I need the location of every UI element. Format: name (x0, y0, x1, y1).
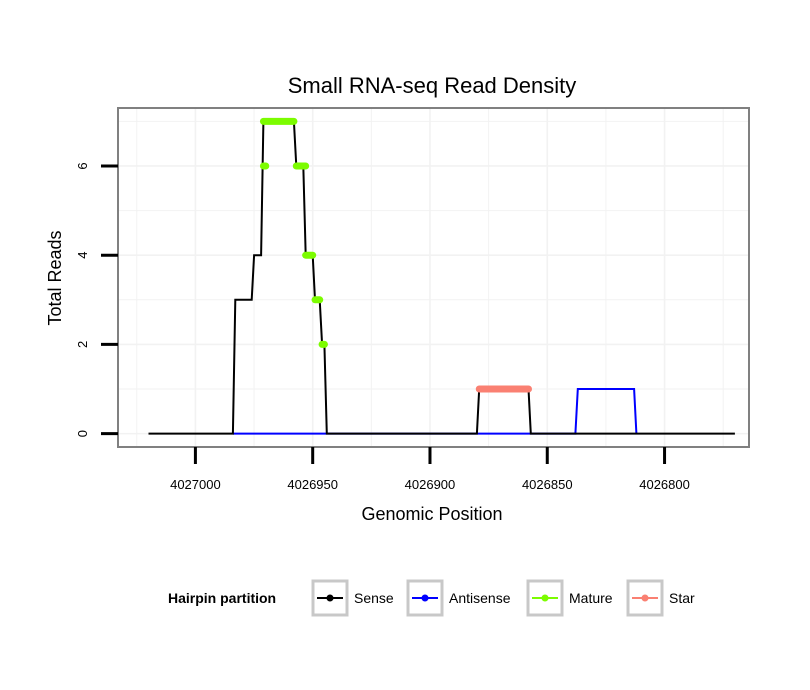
legend-key-point (541, 594, 549, 602)
legend-title: Hairpin partition (168, 590, 276, 606)
axes: 4027000 4026950 4026900 4026850 4026800 0 2 4 6 (75, 162, 690, 492)
legend-label: Star (669, 590, 695, 606)
chart-title: Small RNA-seq Read Density (288, 73, 577, 98)
legend-key-point (641, 594, 649, 602)
legend-item-star: Star (626, 579, 695, 617)
data-lines (148, 117, 735, 435)
legend-item-mature: Mature (526, 579, 613, 617)
legend-label: Sense (354, 590, 394, 606)
legend: Hairpin partition Sense Antisense Mature St… (168, 579, 695, 617)
x-axis-title: Genomic Position (361, 504, 502, 524)
y-axis-title: Total Reads (45, 230, 65, 325)
y-tick-label: 6 (75, 162, 90, 169)
x-tick-label: 4027000 (170, 477, 221, 492)
x-tick-label: 4026800 (639, 477, 690, 492)
plot-border (117, 107, 750, 448)
legend-item-sense: Sense (311, 579, 394, 617)
legend-label: Mature (569, 590, 613, 606)
x-tick-label: 4026900 (405, 477, 456, 492)
y-tick-label: 2 (75, 341, 90, 348)
legend-key-point (326, 594, 334, 602)
legend-label: Antisense (449, 590, 511, 606)
y-tick-label: 0 (75, 430, 90, 437)
plot-panel (118, 108, 749, 447)
x-tick-label: 4026850 (522, 477, 573, 492)
legend-key-point (421, 594, 429, 602)
x-tick-label: 4026950 (287, 477, 338, 492)
legend-item-antisense: Antisense (406, 579, 511, 617)
y-tick-label: 4 (75, 252, 90, 259)
